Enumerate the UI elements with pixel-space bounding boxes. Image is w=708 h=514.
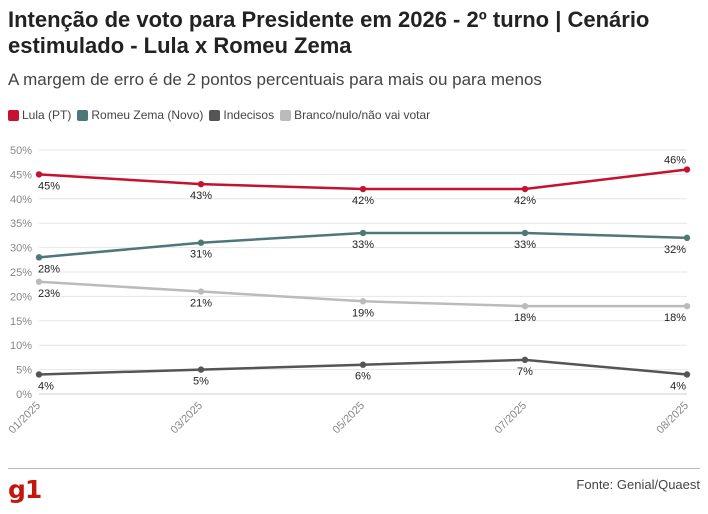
data-point — [35, 254, 43, 261]
x-tick-label: 03/2025 — [169, 400, 206, 437]
data-point — [35, 371, 43, 378]
g1-logo: g1 — [8, 475, 42, 504]
data-point — [35, 171, 43, 178]
data-point — [35, 278, 43, 285]
legend-item: Indecisos — [209, 108, 274, 122]
data-point — [521, 185, 529, 193]
data-label: 5% — [193, 376, 209, 388]
data-point — [197, 180, 205, 188]
data-label: 4% — [38, 380, 54, 392]
data-point — [197, 239, 205, 246]
data-label: 33% — [352, 239, 374, 251]
data-point — [683, 302, 691, 310]
data-label: 42% — [352, 195, 374, 207]
data-label: 28% — [38, 263, 60, 275]
data-label: 6% — [355, 371, 371, 383]
y-tick-label: 5% — [16, 365, 32, 377]
data-point — [683, 166, 691, 173]
data-point — [521, 302, 529, 310]
legend-swatch — [280, 109, 292, 121]
data-label: 18% — [514, 312, 536, 324]
data-label: 31% — [190, 249, 212, 261]
legend-swatch — [209, 109, 221, 121]
data-point — [521, 229, 529, 237]
data-label: 7% — [517, 366, 533, 378]
legend-label: Branco/nulo/não vai votar — [294, 108, 431, 122]
data-point — [359, 361, 367, 368]
x-tick-label: 08/2025 — [655, 400, 692, 437]
data-label: 19% — [352, 307, 374, 319]
y-tick-label: 0% — [16, 389, 32, 401]
footer-divider — [8, 468, 700, 469]
legend-swatch — [77, 109, 89, 121]
x-tick-label: 07/2025 — [493, 400, 530, 437]
legend-swatch — [8, 109, 19, 121]
y-tick-label: 30% — [10, 243, 32, 255]
chart-legend: Lula (PT) Romeu Zema (Novo) Indecisos Branc… — [8, 107, 436, 123]
data-point — [359, 185, 367, 193]
source-note: Fonte: Genial/Quaest — [576, 477, 700, 492]
y-tick-label: 40% — [10, 194, 32, 206]
data-label: 46% — [664, 155, 686, 167]
chart-subtitle: A margem de erro é de 2 pontos percentua… — [8, 70, 542, 89]
data-label: 21% — [190, 298, 212, 310]
legend-item: Romeu Zema (Novo) — [77, 108, 203, 122]
data-label: 4% — [670, 380, 686, 392]
y-tick-label: 50% — [10, 145, 32, 157]
data-label: 18% — [664, 312, 686, 324]
y-tick-label: 10% — [10, 340, 32, 352]
line-chart: 0% 5% 10% 15% 20% 25% 30% 35% 40% 45% 50% 01/2025 03… — [7, 145, 692, 437]
data-label: 23% — [38, 288, 60, 300]
data-point — [683, 234, 691, 242]
x-tick-label: 01/2025 — [7, 400, 44, 437]
data-label: 32% — [664, 244, 686, 256]
data-label: 42% — [514, 195, 536, 207]
data-label: 43% — [190, 190, 212, 202]
data-label: 33% — [514, 239, 536, 251]
data-point — [359, 298, 367, 305]
data-point — [521, 356, 529, 364]
legend-item: Lula (PT) — [8, 108, 71, 122]
data-point — [683, 371, 691, 378]
y-tick-label: 25% — [10, 267, 32, 279]
data-point — [197, 288, 205, 295]
y-tick-label: 45% — [10, 169, 32, 181]
data-point — [359, 229, 367, 237]
x-tick-label: 05/2025 — [331, 400, 368, 437]
legend-label: Romeu Zema (Novo) — [91, 108, 204, 122]
y-tick-label: 35% — [10, 218, 32, 230]
y-tick-label: 15% — [10, 316, 32, 328]
legend-label: Indecisos — [223, 108, 275, 122]
y-tick-label: 20% — [10, 291, 32, 303]
chart-title: Intenção de voto para Presidente em 2026… — [8, 7, 650, 58]
data-point — [197, 366, 205, 373]
legend-label: Lula (PT) — [22, 108, 72, 122]
legend-item: Branco/nulo/não vai votar — [280, 108, 430, 122]
data-label: 45% — [38, 180, 60, 192]
